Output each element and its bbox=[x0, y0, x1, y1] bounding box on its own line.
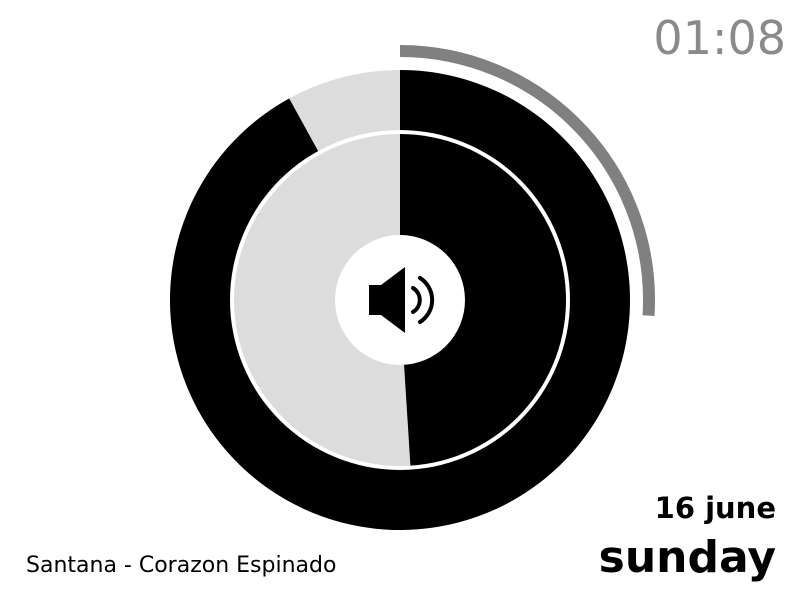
date-label: 16 june bbox=[654, 491, 776, 525]
weekday-label: sunday bbox=[598, 532, 776, 583]
speaker-volume-icon bbox=[369, 267, 435, 333]
arc-indicator bbox=[399, 45, 655, 317]
now-playing-track: Santana - Corazon Espinado bbox=[26, 553, 337, 578]
clock-time: 01:08 bbox=[653, 11, 786, 65]
inner-disc-progress bbox=[400, 134, 566, 466]
